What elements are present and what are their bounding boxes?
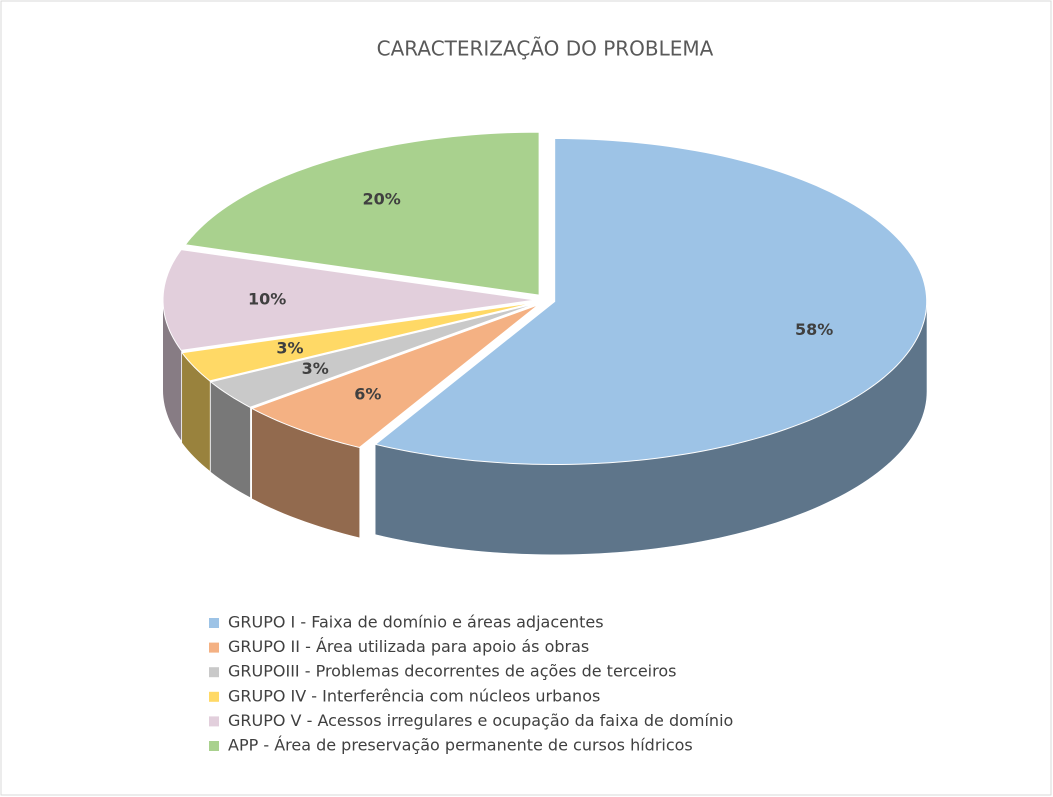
legend-swatch: [209, 642, 219, 653]
data-label: 6%: [354, 385, 381, 404]
legend-label: GRUPO I - Faixa de domínio e áreas adjac…: [228, 613, 604, 632]
legend-label: APP - Área de preservação permanente de …: [228, 736, 693, 755]
slice-side-shade: [210, 381, 251, 498]
slice-side: [182, 352, 210, 471]
slice-side: [210, 381, 251, 498]
legend-swatch: [209, 716, 219, 727]
legend-swatch: [209, 741, 219, 751]
legend-swatch: [209, 667, 219, 678]
slice: [209, 302, 537, 408]
data-label: 10%: [248, 290, 286, 309]
slice-side-shade: [375, 301, 927, 555]
data-label: 3%: [302, 359, 329, 378]
legend-label: GRUPO IV - Interferência com núcleos urb…: [228, 686, 600, 705]
data-label: 20%: [363, 190, 401, 209]
slice-side: [375, 301, 927, 555]
chart-title: CARACTERIZAÇÃO DO PROBLEMA: [377, 37, 714, 61]
slice-side-shade: [182, 352, 210, 471]
legend-label: GRUPOIII - Problemas decorrentes de açõe…: [228, 662, 676, 681]
slice: [374, 137, 928, 465]
legend-label: GRUPO V - Acessos irregulares e ocupação…: [228, 711, 733, 730]
slice: [250, 304, 539, 449]
data-label: 58%: [795, 320, 833, 339]
slice-side: [163, 300, 182, 441]
data-label: 3%: [276, 338, 303, 357]
legend-label: GRUPO II - Área utilizada para apoio ás …: [228, 637, 589, 656]
legend-swatch: [209, 691, 219, 702]
legend-swatch: [209, 618, 219, 628]
slice: [162, 249, 536, 351]
slice: [184, 131, 540, 296]
slice-side-shade: [163, 300, 182, 441]
slice: [181, 301, 536, 382]
